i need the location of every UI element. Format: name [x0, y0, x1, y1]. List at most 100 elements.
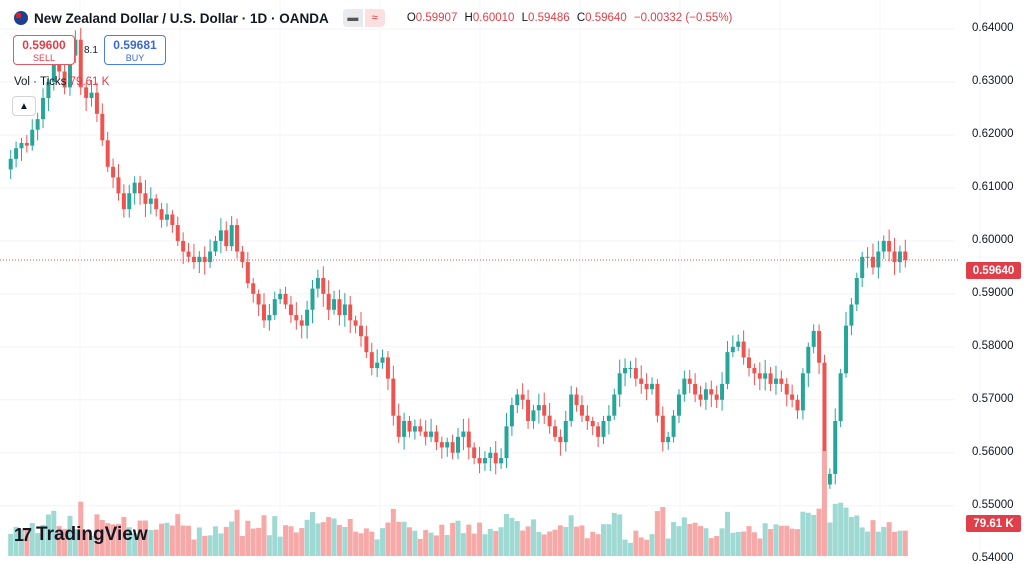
candle-body — [181, 240, 186, 252]
volume-bar — [466, 524, 472, 556]
volume-bar — [595, 534, 601, 556]
volume-bar — [428, 532, 434, 556]
candle-body — [628, 368, 633, 370]
y-tick-label: 0.56000 — [972, 445, 1014, 458]
volume-bar — [832, 503, 838, 556]
volume-bar — [320, 522, 326, 556]
candle-body — [288, 304, 293, 316]
candle-body — [730, 346, 735, 353]
close-value: 0.59640 — [585, 12, 627, 24]
candle-body — [822, 362, 827, 485]
volume-bar — [805, 512, 811, 556]
candle-body — [493, 452, 498, 464]
change-value: −0.00332 (−0.55%) — [633, 12, 733, 24]
volume-bar — [563, 527, 569, 556]
chevron-up-icon[interactable]: ▲ — [12, 96, 36, 116]
minus-icon[interactable]: ▬ — [342, 9, 363, 27]
candle-body — [348, 304, 353, 321]
candle-body — [391, 378, 396, 416]
candle-body — [725, 352, 730, 384]
candle-body — [218, 230, 223, 241]
volume-bar — [126, 527, 132, 556]
candle-body — [305, 309, 310, 326]
candle-body — [310, 288, 315, 310]
sell-button[interactable]: 0.59600 SELL — [13, 35, 75, 65]
candle-body — [450, 442, 455, 453]
symbol-title[interactable]: New Zealand Dollar / U.S. Dollar · 1D · … — [34, 10, 329, 26]
volume-bar — [67, 515, 73, 556]
candle-body — [482, 458, 487, 464]
candle-body — [412, 426, 417, 432]
candle-body — [827, 473, 832, 485]
volume-bar — [525, 526, 531, 556]
y-tick-label: 0.64000 — [972, 22, 1014, 35]
volume-bar — [115, 524, 121, 556]
candle-body — [175, 225, 180, 241]
volume-bar — [471, 533, 477, 556]
volume-bar — [62, 528, 68, 556]
y-tick-label: 0.61000 — [972, 180, 1014, 193]
y-tick-label: 0.57000 — [972, 392, 1014, 405]
volume-bar — [638, 537, 644, 556]
indicator-toggle[interactable]: ▬ ≈ — [342, 9, 385, 27]
volume-bar — [498, 527, 504, 556]
volume-bar — [277, 536, 283, 556]
sell-price: 0.59600 — [22, 38, 66, 52]
candle-body — [790, 394, 795, 400]
buy-label: BUY — [125, 53, 145, 63]
candle-body — [574, 394, 579, 406]
candle-body — [429, 431, 434, 437]
candle-body — [547, 415, 552, 427]
buy-button[interactable]: 0.59681 BUY — [104, 35, 166, 65]
candle-body — [272, 299, 277, 316]
volume-bar — [309, 512, 315, 556]
candle-body — [892, 251, 897, 263]
volume-bar — [773, 524, 779, 556]
volume-bar — [229, 521, 235, 556]
volume-bar — [622, 539, 628, 556]
candle-body — [806, 346, 811, 374]
candle-body — [531, 410, 536, 421]
volume-bar — [342, 526, 348, 556]
volume-bar — [83, 531, 89, 556]
volume-bar — [530, 519, 536, 556]
volume-bar — [520, 530, 526, 556]
candle-body — [515, 394, 520, 406]
volume-bar — [266, 535, 272, 556]
volume-bar — [283, 525, 289, 556]
volume-bar — [509, 517, 515, 556]
candle-body — [633, 368, 638, 379]
candle-body — [380, 357, 385, 363]
candle-body — [526, 399, 531, 421]
volume-bar — [326, 517, 332, 556]
nzd-flag-icon — [14, 11, 28, 25]
volume-bar — [703, 528, 709, 556]
approx-icon[interactable]: ≈ — [364, 9, 385, 27]
candle-body — [736, 341, 741, 347]
volume-bar — [336, 524, 342, 556]
volume-bar — [272, 516, 278, 556]
volume-bar — [789, 528, 795, 556]
volume-bar — [153, 529, 159, 556]
volume-bar — [708, 538, 714, 556]
volume-bar — [380, 528, 386, 556]
logo-text: TradingView — [36, 524, 148, 545]
candle-body — [650, 383, 655, 390]
volume-bar — [256, 527, 262, 556]
candle-body — [757, 373, 762, 379]
tradingview-logo[interactable]: 17 TradingView — [14, 524, 148, 546]
volume-bar — [460, 533, 466, 556]
volume-bar — [164, 522, 170, 556]
ohlc-readout: O0.59907 H0.60010 L0.59486 C0.59640 −0.0… — [406, 12, 733, 24]
volume-bar — [821, 451, 827, 556]
candle-body — [73, 39, 78, 56]
candle-body — [579, 405, 584, 416]
candle-body — [369, 352, 374, 369]
candle-body — [35, 119, 40, 130]
candle-body — [773, 378, 778, 384]
candle-body — [693, 383, 698, 395]
volume-label: Vol · Ticks — [14, 76, 67, 88]
candle-body — [870, 256, 875, 268]
volume-bar — [412, 530, 418, 556]
